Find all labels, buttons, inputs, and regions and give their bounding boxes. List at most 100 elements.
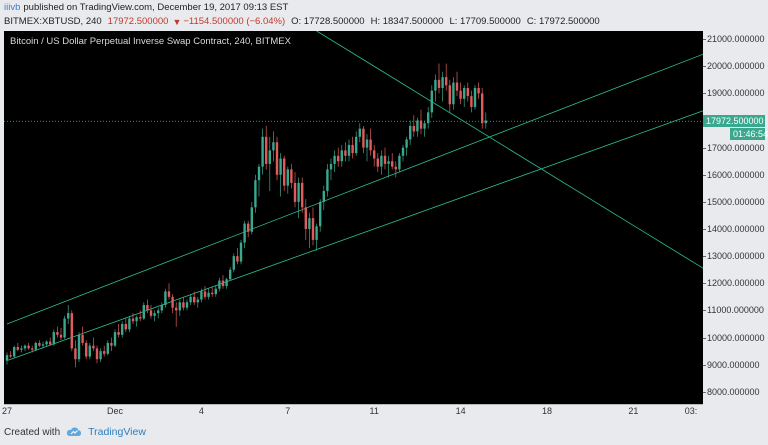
candle-body bbox=[99, 351, 102, 360]
tradingview-brand[interactable]: TradingView bbox=[88, 426, 146, 438]
candle-body bbox=[95, 348, 99, 360]
candle-body bbox=[27, 345, 30, 349]
time-label: 03: bbox=[684, 406, 698, 416]
candle-body bbox=[9, 355, 12, 357]
price-tick bbox=[703, 283, 706, 285]
trend-line-2 bbox=[6, 110, 703, 361]
candle-body bbox=[279, 158, 282, 175]
candle-body bbox=[178, 302, 181, 311]
candle-body bbox=[268, 150, 271, 164]
candle-body bbox=[473, 87, 477, 107]
candle-body bbox=[149, 310, 153, 316]
last-price-badge: 17972.500000 bbox=[703, 115, 765, 128]
candle-body bbox=[452, 82, 455, 105]
candle-body bbox=[160, 304, 163, 311]
chart-title: Bitcoin / US Dollar Perpetual Inverse Sw… bbox=[10, 36, 291, 47]
candle-body bbox=[484, 120, 487, 124]
candle-body bbox=[131, 318, 135, 322]
price-label: 19000.000000 bbox=[707, 88, 765, 99]
candle-body bbox=[257, 166, 261, 181]
candle-body bbox=[135, 317, 138, 322]
price-tick bbox=[703, 229, 706, 231]
candle-body bbox=[5, 355, 9, 361]
candle-body bbox=[301, 182, 304, 208]
chart-pane[interactable]: Bitcoin / US Dollar Perpetual Inverse Sw… bbox=[4, 31, 703, 404]
price-tick bbox=[703, 391, 706, 393]
candlestick-plot[interactable] bbox=[4, 31, 703, 404]
candle-body bbox=[200, 291, 203, 300]
candle-body bbox=[481, 93, 484, 124]
candle-body bbox=[430, 90, 433, 113]
candle-body bbox=[448, 85, 451, 105]
price-tick bbox=[703, 174, 706, 176]
candle-body bbox=[45, 341, 48, 345]
candle-body bbox=[445, 77, 448, 86]
price-tick bbox=[703, 256, 706, 258]
down-arrow-icon: ▼ bbox=[172, 17, 182, 27]
price-axis[interactable]: 21000.00000020000.00000019000.0000001800… bbox=[703, 31, 768, 404]
change-value: −1154.500000 (−6.04%) bbox=[183, 16, 286, 27]
candle-body bbox=[265, 136, 268, 164]
candle-body bbox=[340, 150, 343, 162]
price-tick bbox=[703, 364, 706, 366]
trend-line-3 bbox=[316, 31, 703, 269]
candle-body bbox=[157, 310, 160, 314]
candle-body bbox=[380, 155, 383, 167]
price-tick bbox=[703, 201, 706, 203]
candle-body bbox=[401, 147, 405, 156]
candle-body bbox=[113, 332, 117, 346]
price-label: 15000.000000 bbox=[707, 196, 765, 207]
price-tick bbox=[703, 66, 706, 68]
candle-body bbox=[477, 87, 480, 94]
close-value: C: 17972.500000 bbox=[526, 16, 600, 27]
price-tick bbox=[703, 39, 706, 41]
candle-body bbox=[391, 161, 394, 167]
candle-body bbox=[275, 142, 279, 175]
time-label: 14 bbox=[455, 406, 466, 416]
candle-body bbox=[387, 161, 390, 164]
candle-body bbox=[351, 144, 354, 154]
candle-body bbox=[455, 82, 459, 91]
candle-body bbox=[419, 120, 423, 129]
candle-body bbox=[272, 142, 275, 151]
candle-body bbox=[326, 169, 329, 192]
candle-body bbox=[365, 139, 369, 148]
candle-body bbox=[77, 334, 81, 360]
candle-body bbox=[106, 342, 109, 354]
candle-body bbox=[239, 242, 243, 262]
low-value: L: 17709.500000 bbox=[449, 16, 521, 27]
price-tick bbox=[703, 93, 706, 95]
time-label: 4 bbox=[198, 406, 204, 416]
candle-body bbox=[121, 323, 124, 335]
candle-body bbox=[344, 150, 347, 156]
candle-body bbox=[81, 334, 84, 343]
price-label: 21000.000000 bbox=[707, 34, 765, 45]
candle-body bbox=[110, 342, 113, 346]
candle-body bbox=[459, 90, 462, 99]
candle-body bbox=[74, 348, 77, 360]
candle-body bbox=[167, 291, 171, 297]
candle-body bbox=[243, 223, 246, 243]
author-link[interactable]: iiivb bbox=[4, 2, 21, 13]
price-label: 9000.000000 bbox=[707, 359, 760, 370]
candle-body bbox=[337, 155, 340, 162]
candle-body bbox=[103, 351, 106, 354]
candle-body bbox=[319, 201, 322, 227]
price-tick bbox=[703, 310, 706, 312]
candle-body bbox=[41, 344, 45, 346]
candle-body bbox=[236, 256, 239, 262]
candle-body bbox=[311, 218, 315, 240]
candle-body bbox=[261, 136, 264, 167]
open-value: O: 17728.500000 bbox=[291, 16, 365, 27]
candle-body bbox=[31, 348, 34, 350]
time-label: 21 bbox=[628, 406, 639, 416]
candle-body bbox=[142, 304, 145, 319]
candle-body bbox=[355, 136, 358, 154]
candle-body bbox=[59, 334, 63, 338]
candle-body bbox=[139, 317, 142, 319]
price-label: 20000.000000 bbox=[707, 61, 765, 72]
price-tick bbox=[703, 147, 706, 149]
price-label: 8000.000000 bbox=[707, 386, 760, 397]
time-axis[interactable]: 27 Dec 4 7 11 14 18 21 03: bbox=[2, 404, 703, 417]
price-tick bbox=[703, 337, 706, 339]
